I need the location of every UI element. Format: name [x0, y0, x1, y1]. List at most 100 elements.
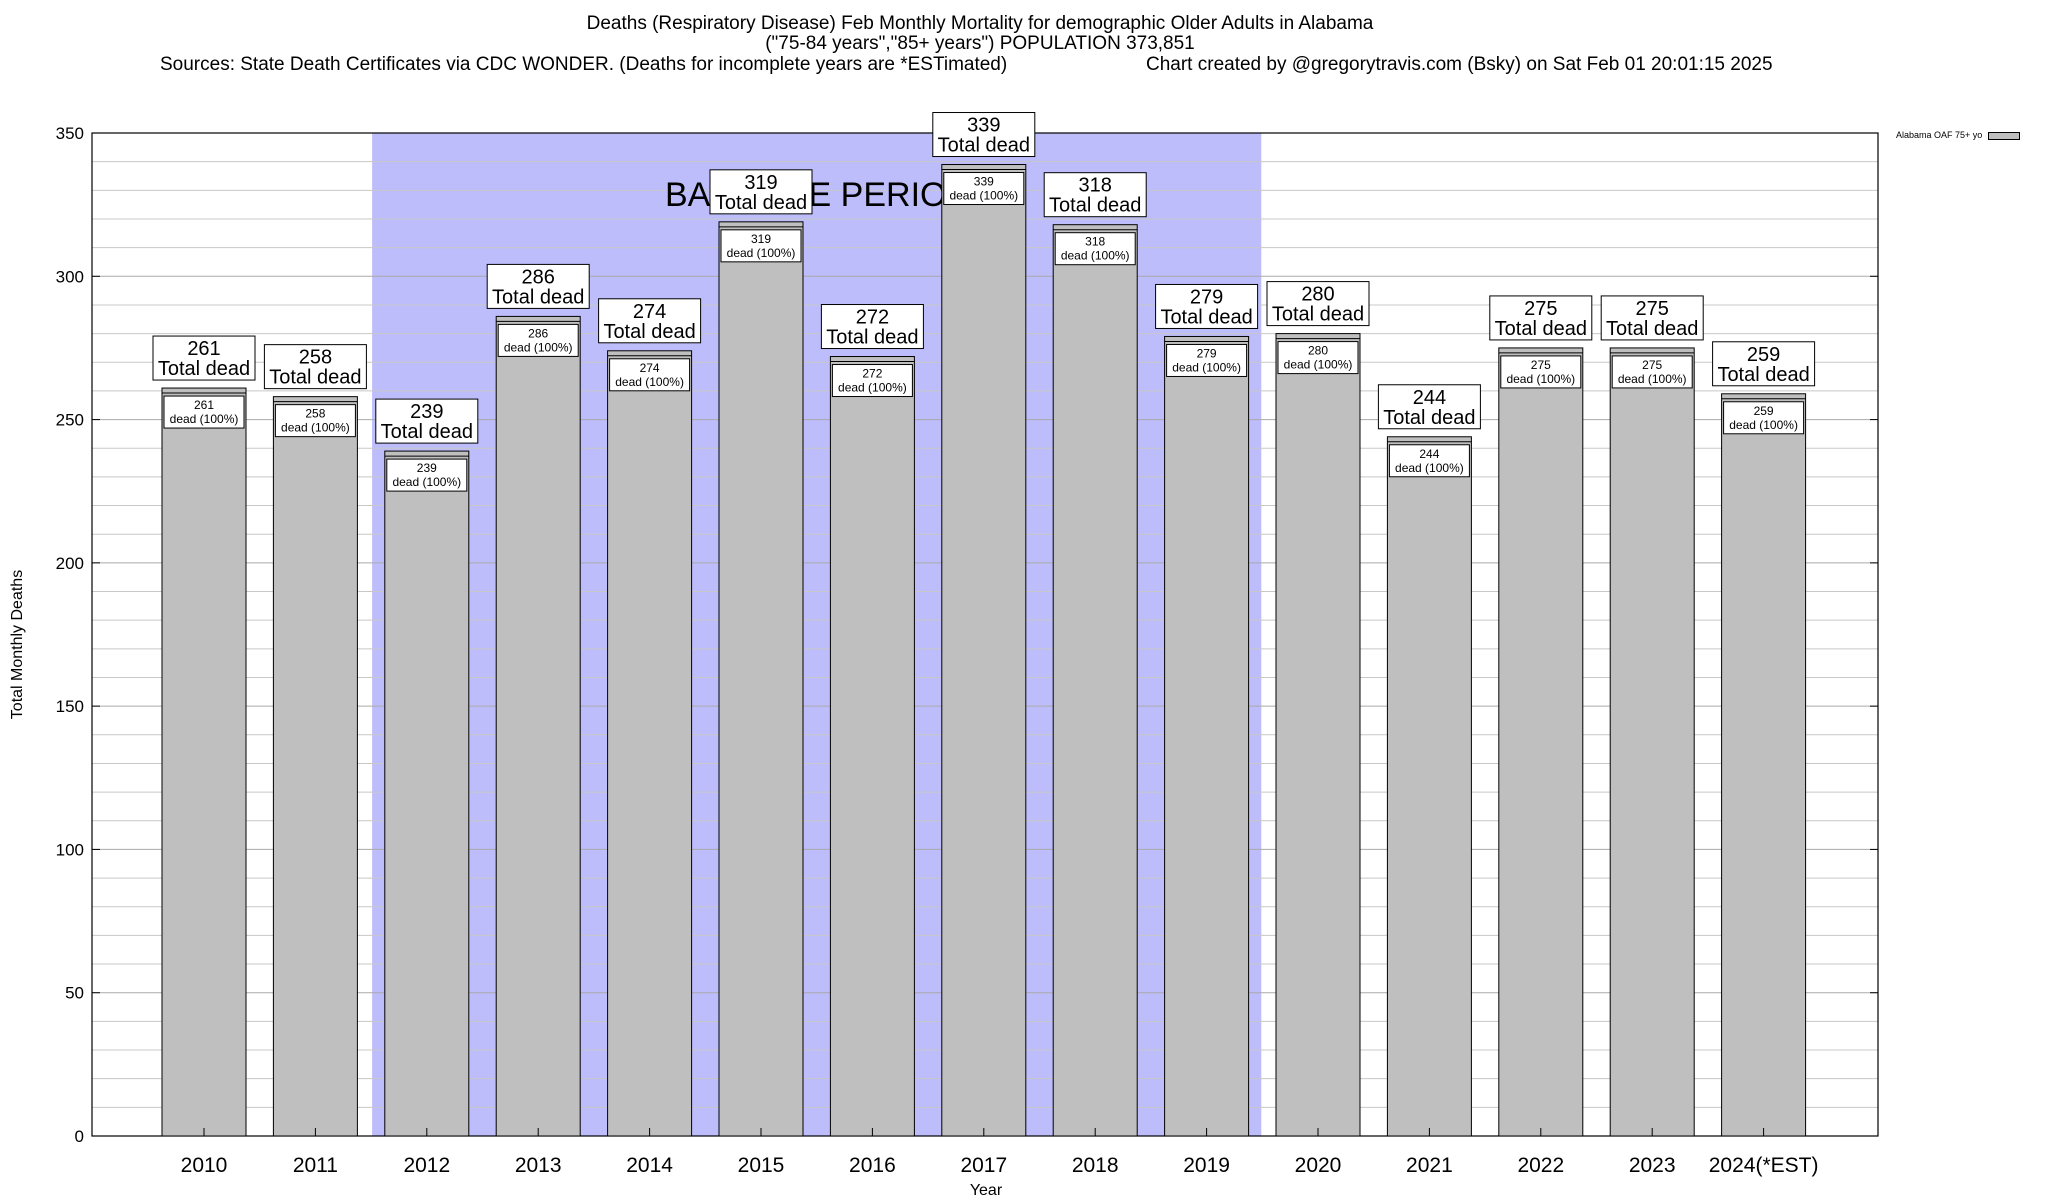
inner-label-box: [1277, 341, 1359, 375]
top-value-label: 286: [522, 266, 555, 288]
inner-label-box: [1054, 232, 1136, 266]
top-total-label: Total dead: [1606, 318, 1698, 340]
top-value-label: 261: [187, 338, 220, 360]
inner-percent-label: dead (100%): [1061, 249, 1130, 263]
inner-label-box: [386, 458, 468, 492]
top-label-box: [152, 335, 256, 381]
inner-value-label: 274: [640, 361, 660, 375]
x-tick-label: 2010: [181, 1154, 228, 1177]
top-value-label: 318: [1079, 175, 1112, 197]
top-label-box: [1377, 384, 1481, 430]
top-value-label: 275: [1636, 298, 1669, 320]
top-label-box: [1266, 281, 1370, 327]
bar: [829, 356, 915, 1137]
top-value-label: 274: [633, 301, 666, 323]
x-tick-label: 2015: [738, 1154, 785, 1177]
chart-subtitle: ("75-84 years","85+ years") POPULATION 3…: [765, 33, 1195, 54]
top-value-label: 244: [1413, 387, 1446, 409]
bar: [1721, 393, 1807, 1137]
inner-label-box: [1166, 343, 1248, 377]
inner-value-label: 318: [1085, 235, 1105, 249]
x-tick-label: 2014: [626, 1154, 673, 1177]
inner-label-box: [609, 358, 691, 392]
legend: Alabama OAF 75+ yo: [1896, 130, 2021, 140]
bar: [1609, 347, 1695, 1137]
top-total-label: Total dead: [1383, 407, 1475, 429]
inner-label-box: [1388, 444, 1470, 478]
inner-label-box: [1723, 401, 1805, 435]
inner-value-label: 319: [751, 232, 771, 246]
top-value-label: 319: [744, 172, 777, 194]
inner-value-label: 244: [1419, 447, 1439, 461]
x-tick-label: 2018: [1072, 1154, 1119, 1177]
top-total-label: Total dead: [715, 192, 807, 214]
x-tick-label: 2021: [1406, 1154, 1453, 1177]
inner-percent-label: dead (100%): [1284, 358, 1353, 372]
bar: [1498, 347, 1584, 1137]
bar: [1275, 333, 1361, 1137]
y-tick-label: 250: [56, 411, 84, 430]
inner-value-label: 339: [974, 175, 994, 189]
inner-value-label: 239: [417, 461, 437, 475]
top-total-label: Total dead: [938, 135, 1030, 157]
bar: [272, 396, 358, 1137]
top-total-label: Total dead: [1160, 306, 1252, 328]
bar: [161, 387, 247, 1137]
inner-percent-label: dead (100%): [281, 421, 350, 435]
bar: [1052, 224, 1138, 1137]
legend-label: Alabama OAF 75+ yo: [1896, 130, 1983, 140]
top-value-label: 239: [410, 401, 443, 423]
inner-label-box: [274, 404, 356, 438]
inner-percent-label: dead (100%): [504, 340, 573, 354]
bar: [718, 221, 804, 1137]
top-total-label: Total dead: [381, 421, 473, 443]
inner-percent-label: dead (100%): [1729, 418, 1798, 432]
y-tick-label: 350: [56, 124, 84, 143]
y-tick-label: 0: [75, 1127, 84, 1146]
x-tick-label: 2020: [1295, 1154, 1342, 1177]
inner-label-box: [720, 229, 802, 263]
legend-swatch: [1988, 131, 2021, 140]
inner-value-label: 261: [194, 398, 214, 412]
top-label-box: [1489, 295, 1593, 341]
top-label-box: [598, 298, 702, 344]
x-tick-label: 2024(*EST): [1709, 1154, 1819, 1177]
inner-value-label: 275: [1531, 358, 1551, 372]
inner-percent-label: dead (100%): [1395, 461, 1464, 475]
inner-value-label: 279: [1197, 346, 1217, 360]
top-value-label: 258: [299, 347, 332, 369]
inner-percent-label: dead (100%): [1506, 372, 1575, 386]
top-value-label: 279: [1190, 286, 1223, 308]
inner-value-label: 258: [305, 407, 325, 421]
y-tick-label: 150: [56, 697, 84, 716]
y-tick-label: 50: [65, 984, 84, 1003]
top-value-label: 280: [1301, 284, 1334, 306]
bar: [495, 315, 581, 1137]
inner-percent-label: dead (100%): [949, 189, 1018, 203]
inner-percent-label: dead (100%): [392, 475, 461, 489]
inner-label-box: [497, 323, 579, 357]
inner-value-label: 275: [1642, 358, 1662, 372]
inner-label-box: [163, 395, 245, 429]
top-label-box: [709, 169, 813, 215]
inner-value-label: 286: [528, 326, 548, 340]
top-value-label: 272: [856, 307, 889, 329]
x-tick-label: 2022: [1517, 1154, 1564, 1177]
inner-label-box: [1611, 355, 1693, 389]
top-label-box: [375, 398, 479, 444]
top-label-box: [1155, 283, 1259, 329]
top-label-box: [820, 304, 924, 350]
x-tick-label: 2011: [293, 1154, 338, 1177]
y-tick-label: 300: [56, 267, 84, 286]
credit-note: Chart created by @gregorytravis.com (Bsk…: [1146, 54, 1773, 75]
y-tick-label: 100: [56, 840, 84, 859]
top-total-label: Total dead: [158, 358, 250, 380]
bar: [607, 350, 693, 1137]
x-tick-label: 2013: [515, 1154, 562, 1177]
inner-label-box: [943, 172, 1025, 206]
x-tick-label: 2023: [1629, 1154, 1676, 1177]
top-label-box: [932, 112, 1036, 158]
top-total-label: Total dead: [603, 321, 695, 343]
x-axis-label: Year: [970, 1182, 1003, 1199]
